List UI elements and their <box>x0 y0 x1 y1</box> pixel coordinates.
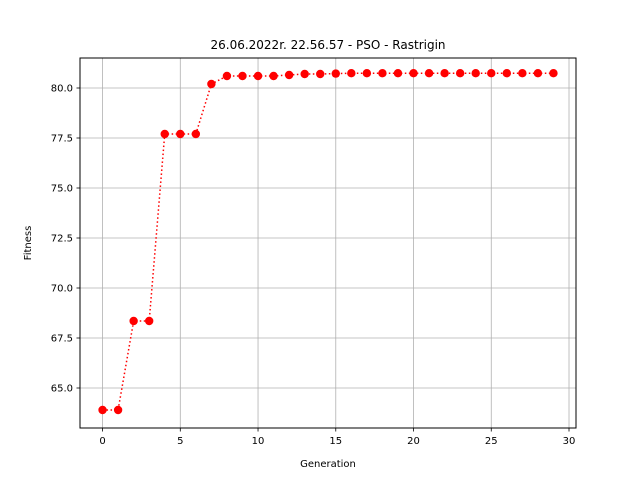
y-tick-label: 77.5 <box>51 134 73 145</box>
y-tick-label: 80.0 <box>51 84 73 95</box>
y-tick-label: 75.0 <box>51 184 73 195</box>
y-tick-label: 70.0 <box>51 284 73 295</box>
x-tick-label: 15 <box>329 436 342 447</box>
x-tick-label: 25 <box>485 436 498 447</box>
data-point <box>253 71 263 81</box>
data-point <box>471 69 480 78</box>
data-point <box>238 71 247 81</box>
data-point <box>502 69 512 78</box>
x-tick-label: 5 <box>177 436 183 447</box>
data-point <box>98 405 107 415</box>
data-point <box>160 129 169 139</box>
chart-title: 26.06.2022r. 22.56.57 - PSO - Rastrigin <box>210 38 445 52</box>
y-tick-label: 65.0 <box>51 384 73 395</box>
data-point <box>144 316 154 326</box>
series-layer <box>98 69 558 415</box>
data-point <box>549 69 558 78</box>
x-tick-label: 20 <box>407 436 420 447</box>
data-point <box>316 69 325 79</box>
plot-frame <box>79 57 577 429</box>
data-point <box>347 69 356 78</box>
data-point <box>300 69 309 79</box>
data-point <box>191 129 201 139</box>
x-axis-label: Generation <box>300 459 356 470</box>
data-point <box>533 69 543 78</box>
y-tick-label: 72.5 <box>51 234 73 245</box>
y-tick-label: 67.5 <box>51 334 73 345</box>
data-point <box>207 79 216 89</box>
data-point <box>378 69 387 78</box>
data-point <box>222 71 232 81</box>
data-point <box>129 316 138 326</box>
x-tick-label: 30 <box>563 436 576 447</box>
data-point <box>331 69 340 78</box>
data-point <box>269 71 278 81</box>
data-point <box>487 69 496 78</box>
data-point <box>176 129 185 139</box>
data-point <box>113 405 123 415</box>
data-point <box>455 69 465 78</box>
data-point <box>409 69 418 78</box>
data-point <box>424 69 434 78</box>
data-point <box>284 70 294 80</box>
x-tick-label: 10 <box>252 436 265 447</box>
x-tick-label: 0 <box>99 436 105 447</box>
grid <box>80 58 576 428</box>
y-axis-label: Fitness <box>23 226 34 261</box>
data-point <box>518 69 527 78</box>
data-point <box>393 69 403 78</box>
data-point <box>362 69 372 78</box>
x-axis: 0 5 10 15 20 25 30 <box>99 428 575 447</box>
y-axis: 65.0 67.5 70.0 72.5 75.0 77.5 80.0 <box>51 84 80 395</box>
data-point <box>440 69 449 78</box>
